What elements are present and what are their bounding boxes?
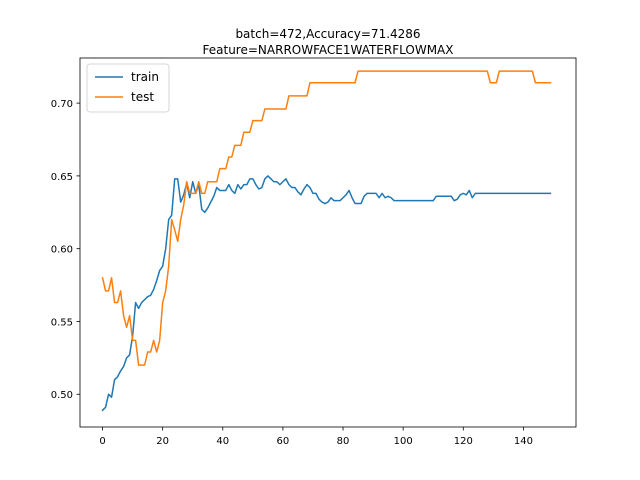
x-tick-label: 60 [277,436,290,447]
x-tick-label: 40 [216,436,229,447]
x-tick-label: 100 [394,436,413,447]
legend-label-train: train [131,70,159,84]
y-tick-label: 0.50 [51,390,73,401]
x-tick-label: 140 [514,436,533,447]
y-tick-label: 0.60 [51,245,73,256]
y-tick-label: 0.65 [51,172,73,183]
series-line-test [101,70,552,366]
x-tick-label: 80 [337,436,350,447]
x-tick-label: 20 [156,436,169,447]
axes-layer: 0 20 40 60 80 100 120 140 0.50 0.55 0.60 0.65 0.70 [51,57,577,447]
plot-frame [79,57,577,428]
x-tick-label: 120 [454,436,473,447]
y-tick-label: 0.70 [51,99,73,110]
legend-box [86,63,170,113]
series-layer [101,70,552,412]
y-tick-label: 0.55 [51,317,73,328]
chart-title-line-1: batch=472,Accuracy=71.4286 [235,27,420,41]
chart-title-line-2: Feature=NARROWFACE1WATERFLOWMAX [203,43,454,57]
legend: train test [86,63,170,113]
legend-label-test: test [131,90,154,104]
series-line-train [101,175,552,412]
x-tick-label: 0 [99,436,105,447]
